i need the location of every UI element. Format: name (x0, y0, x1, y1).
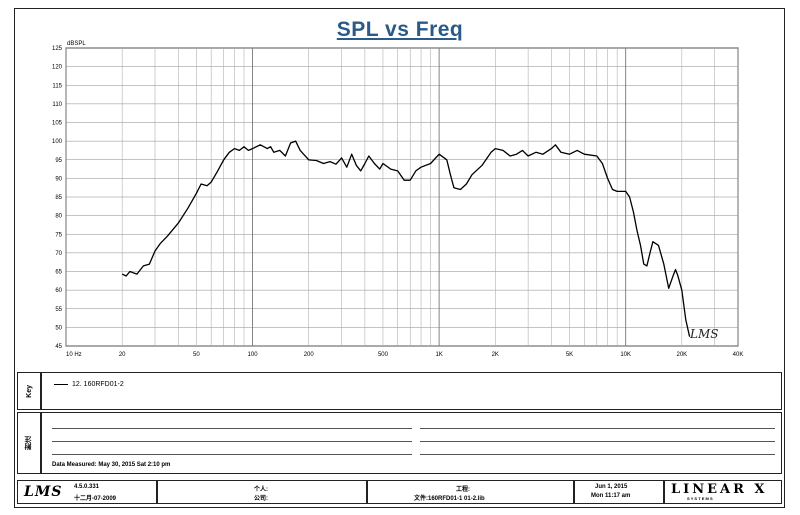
x-tick-label: 40K (733, 352, 744, 358)
y-tick-label: 80 (55, 214, 62, 220)
y-tick-label: 90 (55, 176, 62, 182)
x-tick-label: 1K (435, 352, 442, 358)
x-tick-label: 2K (492, 352, 499, 358)
x-tick-label: 50 (193, 352, 200, 358)
y-tick-label: 70 (55, 251, 62, 257)
footer-date-cell: Jun 1, 2015 Mon 11:17 am (574, 480, 664, 504)
note-line (52, 428, 412, 429)
y-tick-label: 125 (52, 46, 63, 52)
legend-entry: 12. 160RFD01-2 (54, 381, 124, 388)
y-tick-label: 110 (52, 102, 62, 108)
y-tick-label: 105 (52, 121, 63, 127)
x-tick-label: 5K (566, 352, 573, 358)
key-panel-label: Key (17, 372, 41, 410)
linearx-subtitle: S Y S T E M S (687, 496, 713, 501)
lms-watermark: LMS (689, 327, 718, 341)
company-label: 公司: (254, 496, 268, 502)
note-line (420, 428, 775, 429)
footer-time: Mon 11:17 am (591, 493, 631, 499)
series-line (121, 140, 691, 337)
notes-panel (41, 412, 782, 474)
y-tick-label: 85 (55, 195, 62, 201)
lms-logo: LMS (24, 484, 63, 500)
footer-user-cell: 个人: 公司: (157, 480, 367, 504)
y-tick-label: 120 (52, 65, 63, 71)
note-line (420, 441, 775, 442)
linearx-logo: LINEAR X (671, 482, 768, 497)
x-tick-labels: 10 Hz 20 50 100 200 500 1K 2K 5K 10K 20K 40K (66, 352, 743, 358)
y-tick-label: 50 (55, 325, 62, 331)
footer-brand-cell: LINEAR X S Y S T E M S (664, 480, 782, 504)
legend-swatch (54, 384, 68, 385)
y-tick-label: 75 (55, 232, 62, 238)
x-tick-label: 100 (248, 352, 259, 358)
user-label: 个人: (254, 487, 268, 493)
x-tick-label: 20 (119, 352, 126, 358)
footer-logo-cell: LMS 4.5.0.331 十二月-07-2009 (17, 480, 157, 504)
y-tick-label: 95 (55, 158, 62, 164)
x-tick-label: 10K (620, 352, 631, 358)
project-label: 工程: (456, 487, 470, 493)
x-tick-label: 200 (304, 352, 315, 358)
chart-title: SPL vs Freq (336, 18, 464, 41)
x-tick-label: 20K (676, 352, 687, 358)
y-tick-label: 115 (52, 83, 62, 89)
legend-panel (41, 372, 782, 410)
legend-series-name: 12. 160RFD01-2 (72, 381, 124, 388)
y-tick-label: 55 (55, 307, 62, 313)
report-frame (14, 8, 785, 508)
y-axis-label: dBSPL (67, 41, 86, 47)
date-measured: Data Measured: May 30, 2015 Sat 2:10 pm (52, 462, 171, 468)
x-tick-label: 10 Hz (66, 352, 82, 358)
notes-panel-label: 附注 (17, 412, 41, 474)
y-tick-label: 45 (55, 344, 62, 350)
note-line (420, 454, 775, 455)
x-tick-label: 500 (378, 352, 389, 358)
y-tick-labels: 125 120 115 110 105 100 95 90 85 80 75 70 65 60 55 50 45 (52, 46, 63, 350)
footer-project-cell: 工程: 文件:160RFD01-1 01-2.lib (367, 480, 574, 504)
version-number: 4.5.0.331 (74, 484, 100, 490)
file-label: 文件:160RFD01-1 01-2.lib (414, 496, 485, 502)
version-date: 十二月-07-2009 (74, 496, 117, 502)
note-line (52, 454, 412, 455)
key-label-text: Key (25, 384, 33, 398)
chart-grid (65, 47, 739, 347)
series-group (121, 140, 691, 337)
y-tick-label: 60 (55, 288, 62, 294)
footer-date: Jun 1, 2015 (595, 484, 628, 490)
note-line (52, 441, 412, 442)
y-tick-label: 100 (52, 139, 63, 145)
y-tick-label: 65 (55, 270, 62, 276)
notes-label-text: 附注 (25, 436, 32, 450)
